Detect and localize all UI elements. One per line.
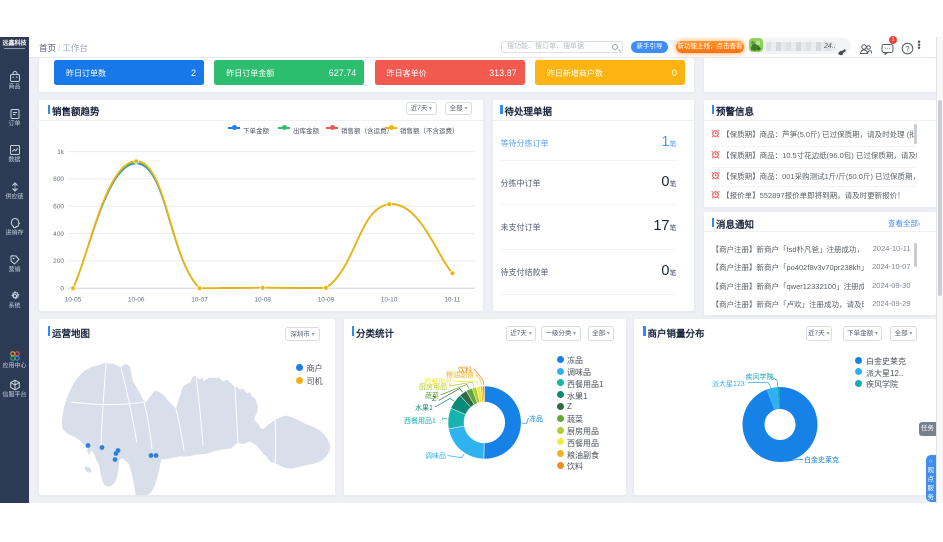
svg-text:10-06: 10-06 bbox=[128, 297, 145, 304]
svg-text:200: 200 bbox=[53, 258, 64, 265]
svg-text:400: 400 bbox=[53, 231, 64, 238]
svg-text:10-11: 10-11 bbox=[444, 297, 461, 304]
svg-text:?: ? bbox=[905, 44, 909, 53]
svg-text:10-08: 10-08 bbox=[254, 297, 271, 304]
svg-text:10-10: 10-10 bbox=[381, 297, 398, 304]
svg-text:800: 800 bbox=[53, 176, 64, 183]
svg-text:1k: 1k bbox=[57, 149, 65, 156]
svg-text:10-09: 10-09 bbox=[318, 297, 335, 304]
svg-text:10-07: 10-07 bbox=[191, 297, 208, 304]
svg-text:10-05: 10-05 bbox=[65, 297, 82, 304]
svg-text:0: 0 bbox=[60, 286, 64, 293]
svg-text:600: 600 bbox=[53, 204, 64, 211]
